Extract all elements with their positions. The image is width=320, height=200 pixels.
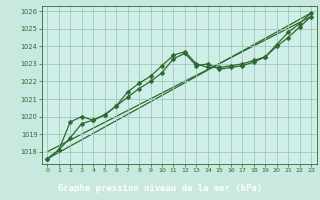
Text: Graphe pression niveau de la mer (hPa): Graphe pression niveau de la mer (hPa)	[58, 184, 262, 193]
